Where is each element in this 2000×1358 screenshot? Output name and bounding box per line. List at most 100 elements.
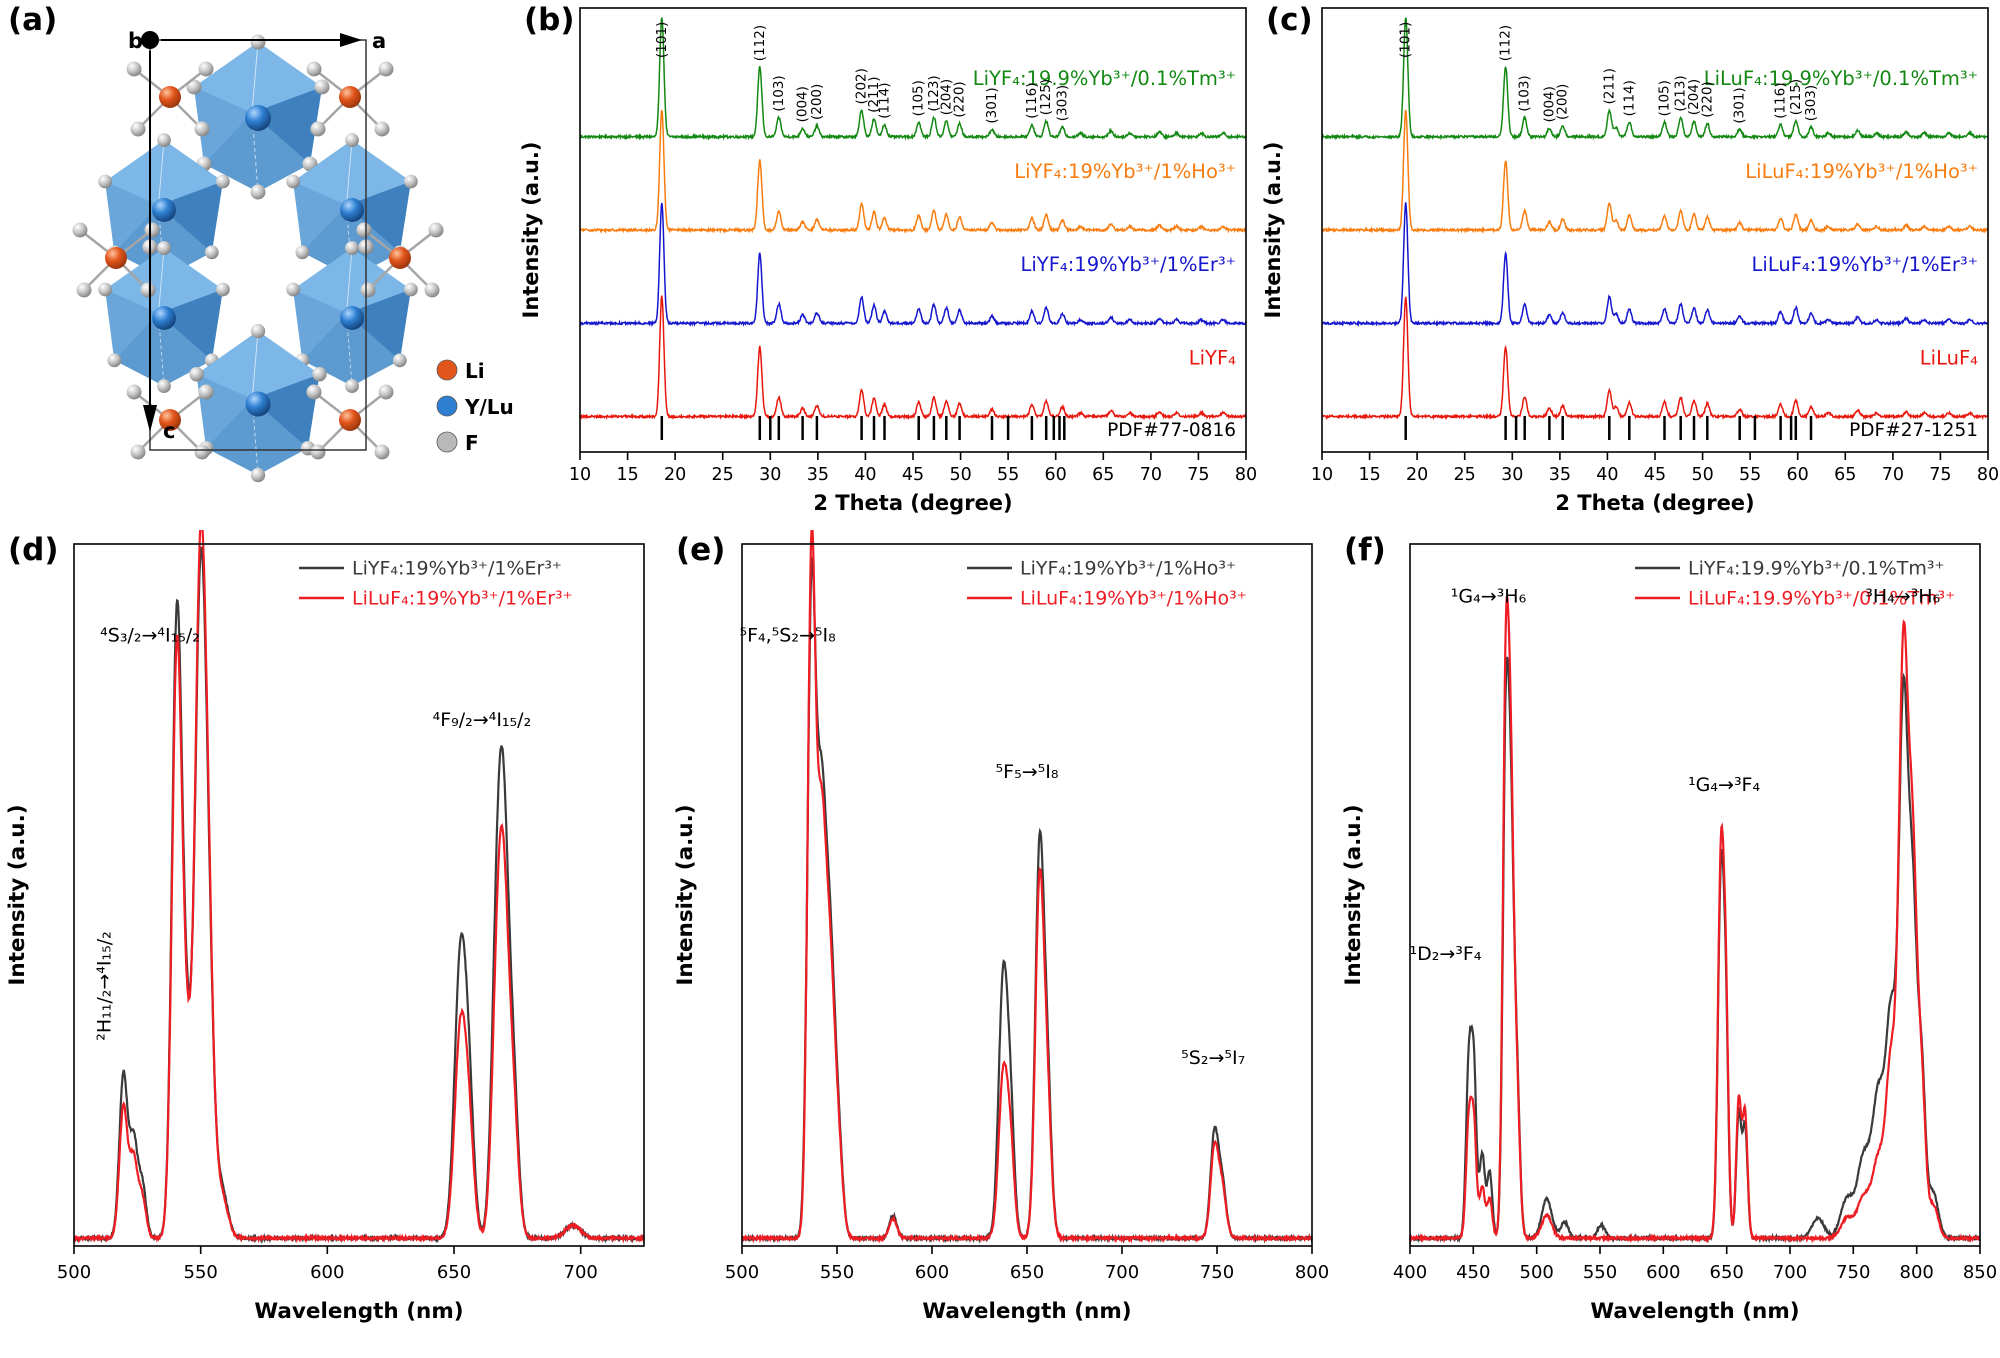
svg-text:55: 55 [1739,465,1761,485]
peak-index-label: (004) [795,86,811,122]
svg-text:45: 45 [902,465,924,485]
peak-index-label: (112) [1498,25,1514,61]
legend: LiYF₄:19%Yb³⁺/1%Er³⁺ LiLuF₄:19%Yb³⁺/1%Er³… [299,558,573,610]
a-axis-label: a [372,29,386,53]
svg-text:65: 65 [1834,465,1856,485]
peak-index-label: (301) [984,87,1000,123]
xrd-trace-b-3 [579,295,1247,421]
svg-text:750: 750 [1836,1262,1870,1283]
svg-text:45: 45 [1644,465,1666,485]
peak-index-label: (105) [911,80,927,116]
svg-text:15: 15 [1358,465,1380,485]
svg-text:50: 50 [1691,465,1713,485]
svg-text:650: 650 [1010,1262,1044,1283]
legend-entry: LiLuF₄:19%Yb³⁺/1%Er³⁺ [352,588,573,610]
svg-text:35: 35 [1549,465,1571,485]
svg-text:25: 25 [712,465,734,485]
xrd-series-label: LiYF₄:19.9%Yb³⁺/0.1%Tm³⁺ [973,67,1236,90]
legend: LiYF₄:19.9%Yb³⁺/0.1%Tm³⁺ LiLuF₄:19.9%Yb³⁺… [1635,558,1955,610]
svg-text:75: 75 [1187,465,1209,485]
panel-label-a: (a) [8,2,58,38]
peak-index-label: (211) [866,76,882,112]
svg-text:50: 50 [949,465,971,485]
xrd-trace-c-0 [1321,17,1989,141]
svg-text:20: 20 [664,465,686,485]
peak-index-label: (215) [1788,79,1804,115]
transition-annotation: ¹G₄→³F₄ [1688,774,1760,796]
peak-index-label: (125) [1038,79,1054,115]
peak-index-label: (213) [1673,75,1689,111]
panel-d: (d) LiYF₄:19%Yb³⁺/1%Er³⁺ LiLuF₄:19%Yb³⁺/1… [0,512,664,1358]
svg-text:400: 400 [1393,1262,1427,1283]
svg-text:70: 70 [1140,465,1162,485]
legend-entry: LiYF₄:19.9%Yb³⁺/0.1%Tm³⁺ [1688,558,1945,580]
panel-e: (e) LiYF₄:19%Yb³⁺/1%Ho³⁺ LiLuF₄:19%Yb³⁺/1… [668,526,1332,1358]
x-axis-title: 2 Theta (degree) [1555,491,1754,515]
b-axis-marker [141,31,159,49]
panel-c: (c) LiLuF₄:19.9%Yb³⁺/0.1%Tm³⁺ LiLuF₄:19%Y… [1258,0,2000,520]
svg-text:80: 80 [1977,465,1999,485]
a-axis-arrow [340,33,362,47]
xrd-series-label: LiLuF₄:19%Yb³⁺/1%Ho³⁺ [1745,160,1978,183]
x-axis: 500 550 600 650 700 [57,1246,598,1283]
panel-b: (b) LiYF₄:19.9%Yb³⁺/0.1%Tm³⁺ LiYF₄:19%Yb³… [516,0,1258,520]
panel-label-e: (e) [676,532,726,568]
x-axis-title: Wavelength (nm) [254,1299,463,1324]
xrd-trace-c-3 [1321,296,1989,421]
xrd-series-label: LiYF₄:19%Yb³⁺/1%Ho³⁺ [1014,160,1236,183]
transition-annotation: ¹D₂→³F₄ [1410,943,1482,965]
peak-index-label: (101) [654,22,670,58]
x-axis-title: 2 Theta (degree) [813,491,1012,515]
transition-annotation: ²H₁₁/₂→⁴I₁₅/₂ [94,931,116,1041]
y-axis-title: Intensity (a.u.) [1341,804,1366,985]
peak-index-label: (103) [1517,75,1533,111]
emission-chart-er: LiYF₄:19%Yb³⁺/1%Er³⁺ LiLuF₄:19%Yb³⁺/1%Er³… [0,512,664,1358]
svg-text:650: 650 [437,1262,471,1283]
svg-text:30: 30 [1501,465,1523,485]
spectrum-trace-e-0 [740,555,1314,1244]
legend-entry: LiLuF₄:19.9%Yb³⁺/0.1%Tm³⁺ [1688,588,1955,610]
svg-text:750: 750 [1200,1262,1234,1283]
svg-text:70: 70 [1882,465,1904,485]
peak-index-label: (303) [1803,85,1819,121]
svg-text:800: 800 [1295,1262,1329,1283]
peak-index-label: (101) [1398,22,1414,58]
legend: LiYF₄:19%Yb³⁺/1%Ho³⁺ LiLuF₄:19%Yb³⁺/1%Ho³… [967,558,1247,610]
svg-text:550: 550 [820,1262,854,1283]
spectrum-trace-d-1 [73,512,645,1244]
svg-text:550: 550 [1583,1262,1617,1283]
crystal-structure-graphic: b a c Li Y/Lu F [71,29,514,483]
svg-text:55: 55 [997,465,1019,485]
svg-text:700: 700 [564,1262,598,1283]
spectrum-plot-e: LiYF₄:19%Yb³⁺/1%Ho³⁺ LiLuF₄:19%Yb³⁺/1%Ho³… [673,526,1329,1324]
panel-a: (a) [0,0,515,520]
svg-text:550: 550 [184,1262,218,1283]
panel-label-c: (c) [1266,2,1313,38]
panel-f: (f) LiYF₄:19.9%Yb³⁺/0.1%Tm³⁺ LiLuF₄:19.9%… [1336,530,2000,1358]
x-axis: 10 15 20 25 30 35 40 45 50 55 60 65 70 75 80 [569,452,1257,485]
transition-annotation: ⁵S₂→⁵I₇ [1181,1047,1245,1069]
svg-text:600: 600 [310,1262,344,1283]
peak-index-label: (112) [752,25,768,61]
legend-entry: LiLuF₄:19%Yb³⁺/1%Ho³⁺ [1020,588,1247,610]
peak-index-label: (202) [854,68,870,104]
peak-index-label: (200) [1555,84,1571,120]
x-axis-title: Wavelength (nm) [1590,1299,1799,1324]
svg-text:700: 700 [1105,1262,1139,1283]
peak-index-label: (211) [1601,68,1617,104]
legend-label-f: F [465,431,479,455]
peak-index-label: (204) [938,79,954,115]
spectrum-trace-f-1 [1408,595,1981,1244]
svg-text:500: 500 [725,1262,759,1283]
c-axis-label: c [163,419,175,443]
xrd-plot-c: LiLuF₄:19.9%Yb³⁺/0.1%Tm³⁺ LiLuF₄:19%Yb³⁺/… [1261,7,1999,515]
y-axis-title: Intensity (a.u.) [673,804,698,985]
svg-text:40: 40 [1596,465,1618,485]
crystal-axes: b a c [128,29,386,443]
peak-index-label: (116) [1024,82,1040,118]
panel-label-f: (f) [1344,532,1386,568]
y-axis-title: Intensity (a.u.) [519,141,543,318]
unit-cell-structure [71,34,445,483]
xrd-chart-lilu4: LiLuF₄:19.9%Yb³⁺/0.1%Tm³⁺ LiLuF₄:19%Yb³⁺/… [1258,0,2000,520]
svg-text:75: 75 [1929,465,1951,485]
